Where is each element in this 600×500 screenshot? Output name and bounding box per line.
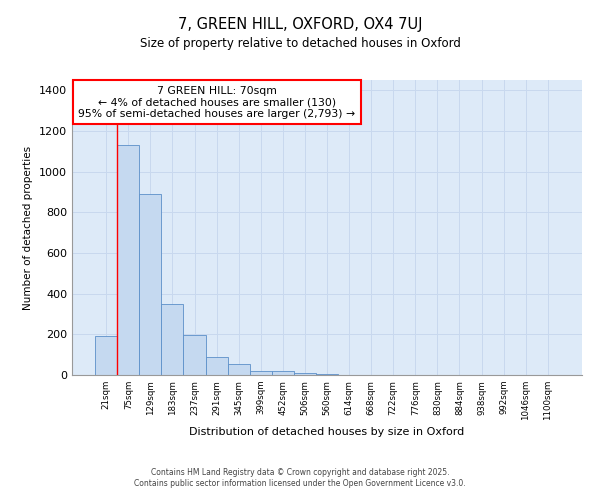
Bar — [272, 371, 294, 375]
Text: 7 GREEN HILL: 70sqm
← 4% of detached houses are smaller (130)
95% of semi-detach: 7 GREEN HILL: 70sqm ← 4% of detached hou… — [78, 86, 355, 119]
X-axis label: Distribution of detached houses by size in Oxford: Distribution of detached houses by size … — [190, 427, 464, 437]
Bar — [117, 145, 139, 375]
Bar — [161, 304, 184, 375]
Bar — [227, 364, 250, 375]
Text: Size of property relative to detached houses in Oxford: Size of property relative to detached ho… — [140, 38, 460, 51]
Bar — [139, 194, 161, 375]
Bar — [95, 336, 117, 375]
Text: Contains HM Land Registry data © Crown copyright and database right 2025.
Contai: Contains HM Land Registry data © Crown c… — [134, 468, 466, 487]
Bar — [316, 374, 338, 375]
Bar — [294, 373, 316, 375]
Bar — [184, 336, 206, 375]
Bar — [206, 356, 227, 375]
Y-axis label: Number of detached properties: Number of detached properties — [23, 146, 34, 310]
Text: 7, GREEN HILL, OXFORD, OX4 7UJ: 7, GREEN HILL, OXFORD, OX4 7UJ — [178, 18, 422, 32]
Bar — [250, 371, 272, 375]
